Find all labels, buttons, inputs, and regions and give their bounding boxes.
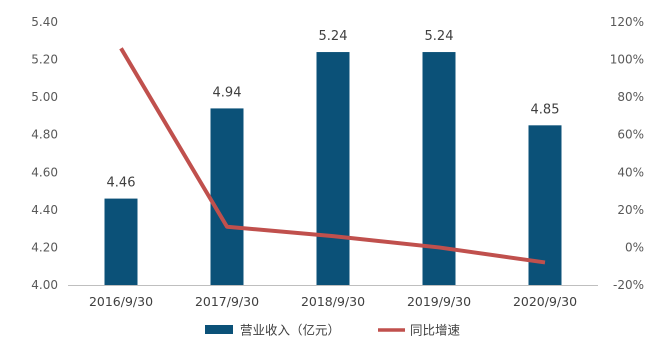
right-tick-label: 80% bbox=[617, 90, 644, 104]
revenue-data-labels: 4.46 4.94 5.24 5.24 4.85 bbox=[107, 29, 560, 191]
revenue-bar bbox=[316, 52, 350, 285]
left-axis-ticks: 4.00 4.20 4.40 4.60 4.80 5.00 5.20 5.40 bbox=[31, 15, 58, 292]
left-tick-label: 5.20 bbox=[31, 53, 58, 67]
right-tick-label: 60% bbox=[617, 128, 644, 142]
left-tick-label: 4.20 bbox=[31, 240, 58, 254]
x-tick-label: 2020/9/30 bbox=[513, 294, 577, 309]
left-tick-label: 4.80 bbox=[31, 128, 58, 142]
right-tick-label: 120% bbox=[610, 15, 644, 29]
x-tick-label: 2018/9/30 bbox=[301, 294, 365, 309]
revenue-data-label: 4.85 bbox=[531, 102, 560, 117]
left-tick-label: 4.40 bbox=[31, 203, 58, 217]
left-tick-label: 4.60 bbox=[31, 165, 58, 179]
x-tick-label: 2019/9/30 bbox=[407, 294, 471, 309]
x-tick-label: 2016/9/30 bbox=[89, 294, 153, 309]
right-tick-label: 20% bbox=[617, 203, 644, 217]
x-axis-labels: 2016/9/30 2017/9/30 2018/9/30 2019/9/30 2020… bbox=[89, 294, 577, 309]
legend-swatch-revenue bbox=[205, 325, 233, 334]
revenue-bar bbox=[210, 108, 244, 286]
left-tick-label: 5.40 bbox=[31, 15, 58, 29]
right-tick-label: 0% bbox=[625, 240, 644, 254]
legend-label-revenue: 营业收入（亿元） bbox=[240, 323, 340, 338]
revenue-data-label: 5.24 bbox=[319, 29, 348, 44]
right-tick-label: -20% bbox=[613, 278, 644, 292]
right-tick-label: 40% bbox=[617, 165, 644, 179]
revenue-bar bbox=[104, 198, 138, 285]
revenue-bar bbox=[528, 125, 562, 285]
revenue-bars bbox=[104, 52, 562, 286]
right-axis-ticks: -20% 0% 20% 40% 60% 80% 100% 120% bbox=[610, 15, 644, 292]
revenue-data-label: 4.94 bbox=[213, 85, 242, 100]
legend: 营业收入（亿元） 同比增速 bbox=[205, 323, 461, 338]
left-tick-label: 5.00 bbox=[31, 90, 58, 104]
right-tick-label: 100% bbox=[610, 53, 644, 67]
left-tick-label: 4.00 bbox=[31, 278, 58, 292]
x-tick-label: 2017/9/30 bbox=[195, 294, 259, 309]
revenue-data-label: 5.24 bbox=[425, 29, 454, 44]
revenue-data-label: 4.46 bbox=[107, 176, 136, 191]
legend-label-growth: 同比增速 bbox=[410, 323, 461, 338]
growth-line-series bbox=[119, 47, 546, 265]
